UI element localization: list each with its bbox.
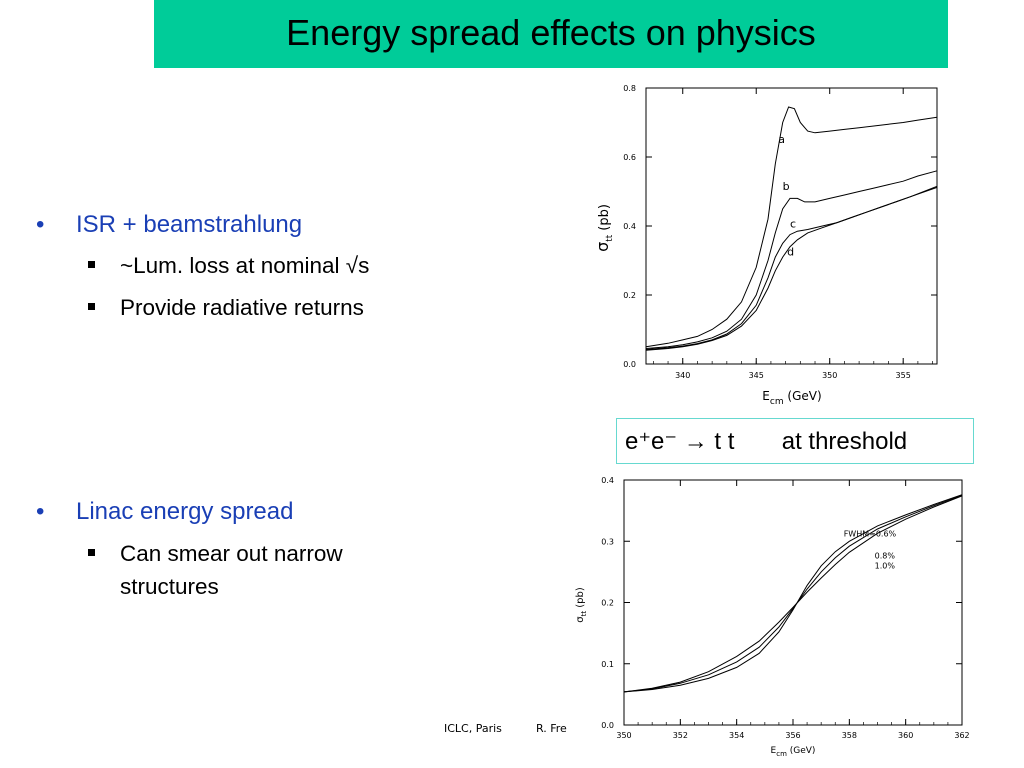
footer-conference: ICLC, Paris bbox=[444, 722, 502, 735]
curve-label-c: c bbox=[790, 218, 796, 231]
y-tick-label: 0.0 bbox=[601, 721, 614, 730]
bullet-text: Linac energy spread bbox=[76, 498, 294, 525]
sub-bullet-text: structures bbox=[120, 574, 219, 599]
bullet-dot: • bbox=[36, 498, 45, 525]
series-line-3 bbox=[623, 495, 963, 693]
footer-author: R. Fre bbox=[536, 722, 567, 735]
y-tick-label: 0.0 bbox=[623, 360, 636, 369]
chart-bottom-energy-spread: 350 352 354 356 358 360 362 0.0 0.1 0.2 0.3 0.4 FWHM… bbox=[575, 476, 970, 758]
x-tick-label: 352 bbox=[673, 731, 688, 740]
x-tick-label: 358 bbox=[842, 731, 857, 740]
y-tick-label: 0.6 bbox=[623, 153, 636, 162]
y-tick-label: 0.2 bbox=[601, 599, 614, 608]
annotation-label: FWHM=0.6% bbox=[844, 529, 897, 538]
slide-title: Energy spread effects on physics bbox=[286, 12, 816, 53]
x-tick-label: 355 bbox=[896, 371, 911, 380]
x-tick-label: 350 bbox=[822, 371, 837, 380]
square-bullet-icon bbox=[88, 261, 95, 268]
x-tick-label: 345 bbox=[749, 371, 764, 380]
y-tick-label: 0.2 bbox=[623, 291, 636, 300]
series-line-3 bbox=[645, 185, 938, 350]
sub-bullet-text: ~Lum. loss at nominal √s bbox=[120, 253, 370, 278]
series-line-2 bbox=[623, 494, 963, 693]
series-line-1 bbox=[623, 494, 963, 693]
process-suffix: at threshold bbox=[781, 428, 908, 455]
process-reaction: e⁺e⁻ → t t bbox=[625, 428, 735, 455]
x-axis-label: Ecm (GeV) bbox=[762, 389, 821, 407]
annotation-label: 0.8% bbox=[875, 551, 896, 560]
y-tick-label: 0.1 bbox=[601, 660, 614, 669]
curve-label-b: b bbox=[783, 180, 790, 193]
sub-bullet-text: Can smear out narrow bbox=[120, 541, 343, 566]
y-tick-label: 0.4 bbox=[601, 476, 614, 485]
x-tick-label: 350 bbox=[616, 731, 631, 740]
bullet-text: ISR + beamstrahlung bbox=[76, 211, 303, 238]
square-bullet-icon bbox=[88, 303, 95, 310]
process-label-box: e⁺e⁻ → t t at threshold bbox=[616, 418, 974, 464]
y-tick-label: 0.4 bbox=[623, 222, 636, 231]
y-axis-label: σtt(pb) bbox=[593, 204, 615, 252]
x-tick-label: 354 bbox=[729, 731, 744, 740]
bullet-dot: • bbox=[36, 211, 45, 238]
y-axis-label: σtt (pb) bbox=[575, 587, 588, 623]
title-bar: Energy spread effects on physics bbox=[154, 0, 948, 68]
series-line-1 bbox=[645, 106, 938, 348]
x-tick-label: 356 bbox=[785, 731, 800, 740]
curve-label-d: d bbox=[787, 245, 794, 258]
x-tick-label: 360 bbox=[898, 731, 913, 740]
x-axis-label: Ecm (GeV) bbox=[771, 746, 816, 758]
series-line-2 bbox=[645, 170, 938, 349]
y-tick-label: 0.3 bbox=[601, 537, 614, 546]
sub-bullet-text: Provide radiative returns bbox=[120, 295, 364, 320]
y-tick-label: 0.8 bbox=[623, 84, 636, 93]
annotation-label: 1.0% bbox=[875, 562, 896, 571]
chart-top-threshold: 340 345 350 355 0.0 0.2 0.4 0.6 0.8 a b c d Ecm (GeV… bbox=[593, 84, 938, 407]
square-bullet-icon bbox=[88, 549, 95, 556]
curve-label-a: a bbox=[778, 133, 785, 146]
series-line-4 bbox=[645, 186, 938, 351]
process-label: e⁺e⁻ → t t at threshold bbox=[625, 427, 907, 456]
x-tick-label: 340 bbox=[675, 371, 690, 380]
x-tick-label: 362 bbox=[954, 731, 969, 740]
